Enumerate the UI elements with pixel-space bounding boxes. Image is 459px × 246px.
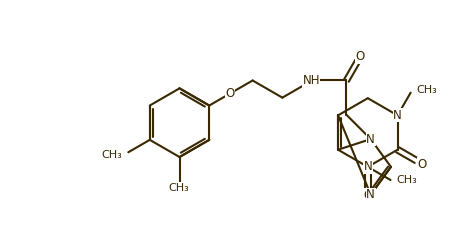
Text: N: N <box>393 109 402 122</box>
Text: N: N <box>366 188 375 201</box>
Text: N: N <box>366 133 375 146</box>
Text: O: O <box>225 87 235 100</box>
Text: O: O <box>356 50 365 63</box>
Text: CH₃: CH₃ <box>417 85 437 95</box>
Text: CH₃: CH₃ <box>168 183 189 193</box>
Text: O: O <box>418 157 427 170</box>
Text: CH₃: CH₃ <box>397 175 418 185</box>
Text: NH: NH <box>302 74 320 87</box>
Text: CH₃: CH₃ <box>102 150 123 160</box>
Text: N: N <box>364 160 372 173</box>
Text: O: O <box>363 189 372 202</box>
